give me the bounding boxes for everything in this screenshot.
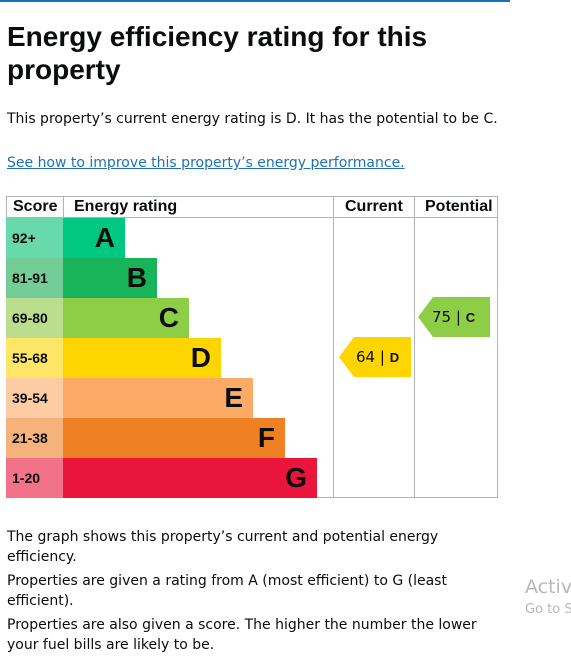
rating-band-d: D: [63, 338, 221, 378]
potential-score: 75: [432, 308, 452, 326]
grid-current-left: [333, 196, 334, 498]
energy-rating-graph: Score Energy rating Current Potential 92…: [6, 196, 498, 498]
grid-potential-left: [414, 196, 415, 498]
grid-top: [6, 196, 498, 197]
current-letter: D: [389, 350, 400, 365]
score-range-c: 69-80: [6, 298, 63, 338]
current-score: 64: [356, 348, 376, 366]
current-rating-label: 64 | D: [356, 337, 399, 377]
activation-watermark-sub: Go to S: [525, 602, 571, 617]
header-potential: Potential: [425, 198, 493, 215]
header-score: Score: [13, 198, 58, 215]
score-explanation: Properties are also given a score. The h…: [7, 617, 477, 653]
potential-rating-arrow: 75 | C: [418, 297, 490, 337]
activation-watermark: Activa: [525, 576, 571, 598]
potential-separator: |: [451, 308, 466, 326]
rating-band-e: E: [63, 378, 253, 418]
graph-explanation: The graph shows this property’s current …: [7, 529, 439, 565]
rating-band-c: C: [63, 298, 189, 338]
header-current: Current: [345, 198, 403, 215]
potential-rating-label: 75 | C: [432, 297, 475, 337]
potential-letter: C: [465, 310, 476, 325]
rating-band-f: F: [63, 418, 285, 458]
potential-arrow-shape: [418, 297, 490, 337]
rating-band-g: G: [63, 458, 317, 498]
score-range-f: 21-38: [6, 418, 63, 458]
score-range-d: 55-68: [6, 338, 63, 378]
grid-score-divider: [63, 196, 64, 218]
improve-energy-link[interactable]: See how to improve this property’s energ…: [7, 155, 405, 171]
rating-scale-explanation: Properties are given a rating from A (mo…: [7, 573, 447, 609]
rating-band-a: A: [63, 218, 125, 258]
current-rating-arrow: 64 | D: [339, 337, 411, 377]
page-title: Energy efficiency rating for this proper…: [7, 21, 428, 85]
score-range-e: 39-54: [6, 378, 63, 418]
grid-right: [497, 196, 498, 498]
score-range-g: 1-20: [6, 458, 63, 498]
grid-header-bottom: [6, 217, 498, 218]
top-rule: [0, 0, 510, 2]
current-arrow-shape: [339, 337, 411, 377]
current-rating-summary: This property’s current energy rating is…: [7, 111, 498, 127]
current-separator: |: [375, 348, 390, 366]
header-energy-rating: Energy rating: [74, 198, 178, 215]
rating-band-b: B: [63, 258, 157, 298]
score-range-b: 81-91: [6, 258, 63, 298]
score-range-a: 92+: [6, 218, 63, 258]
